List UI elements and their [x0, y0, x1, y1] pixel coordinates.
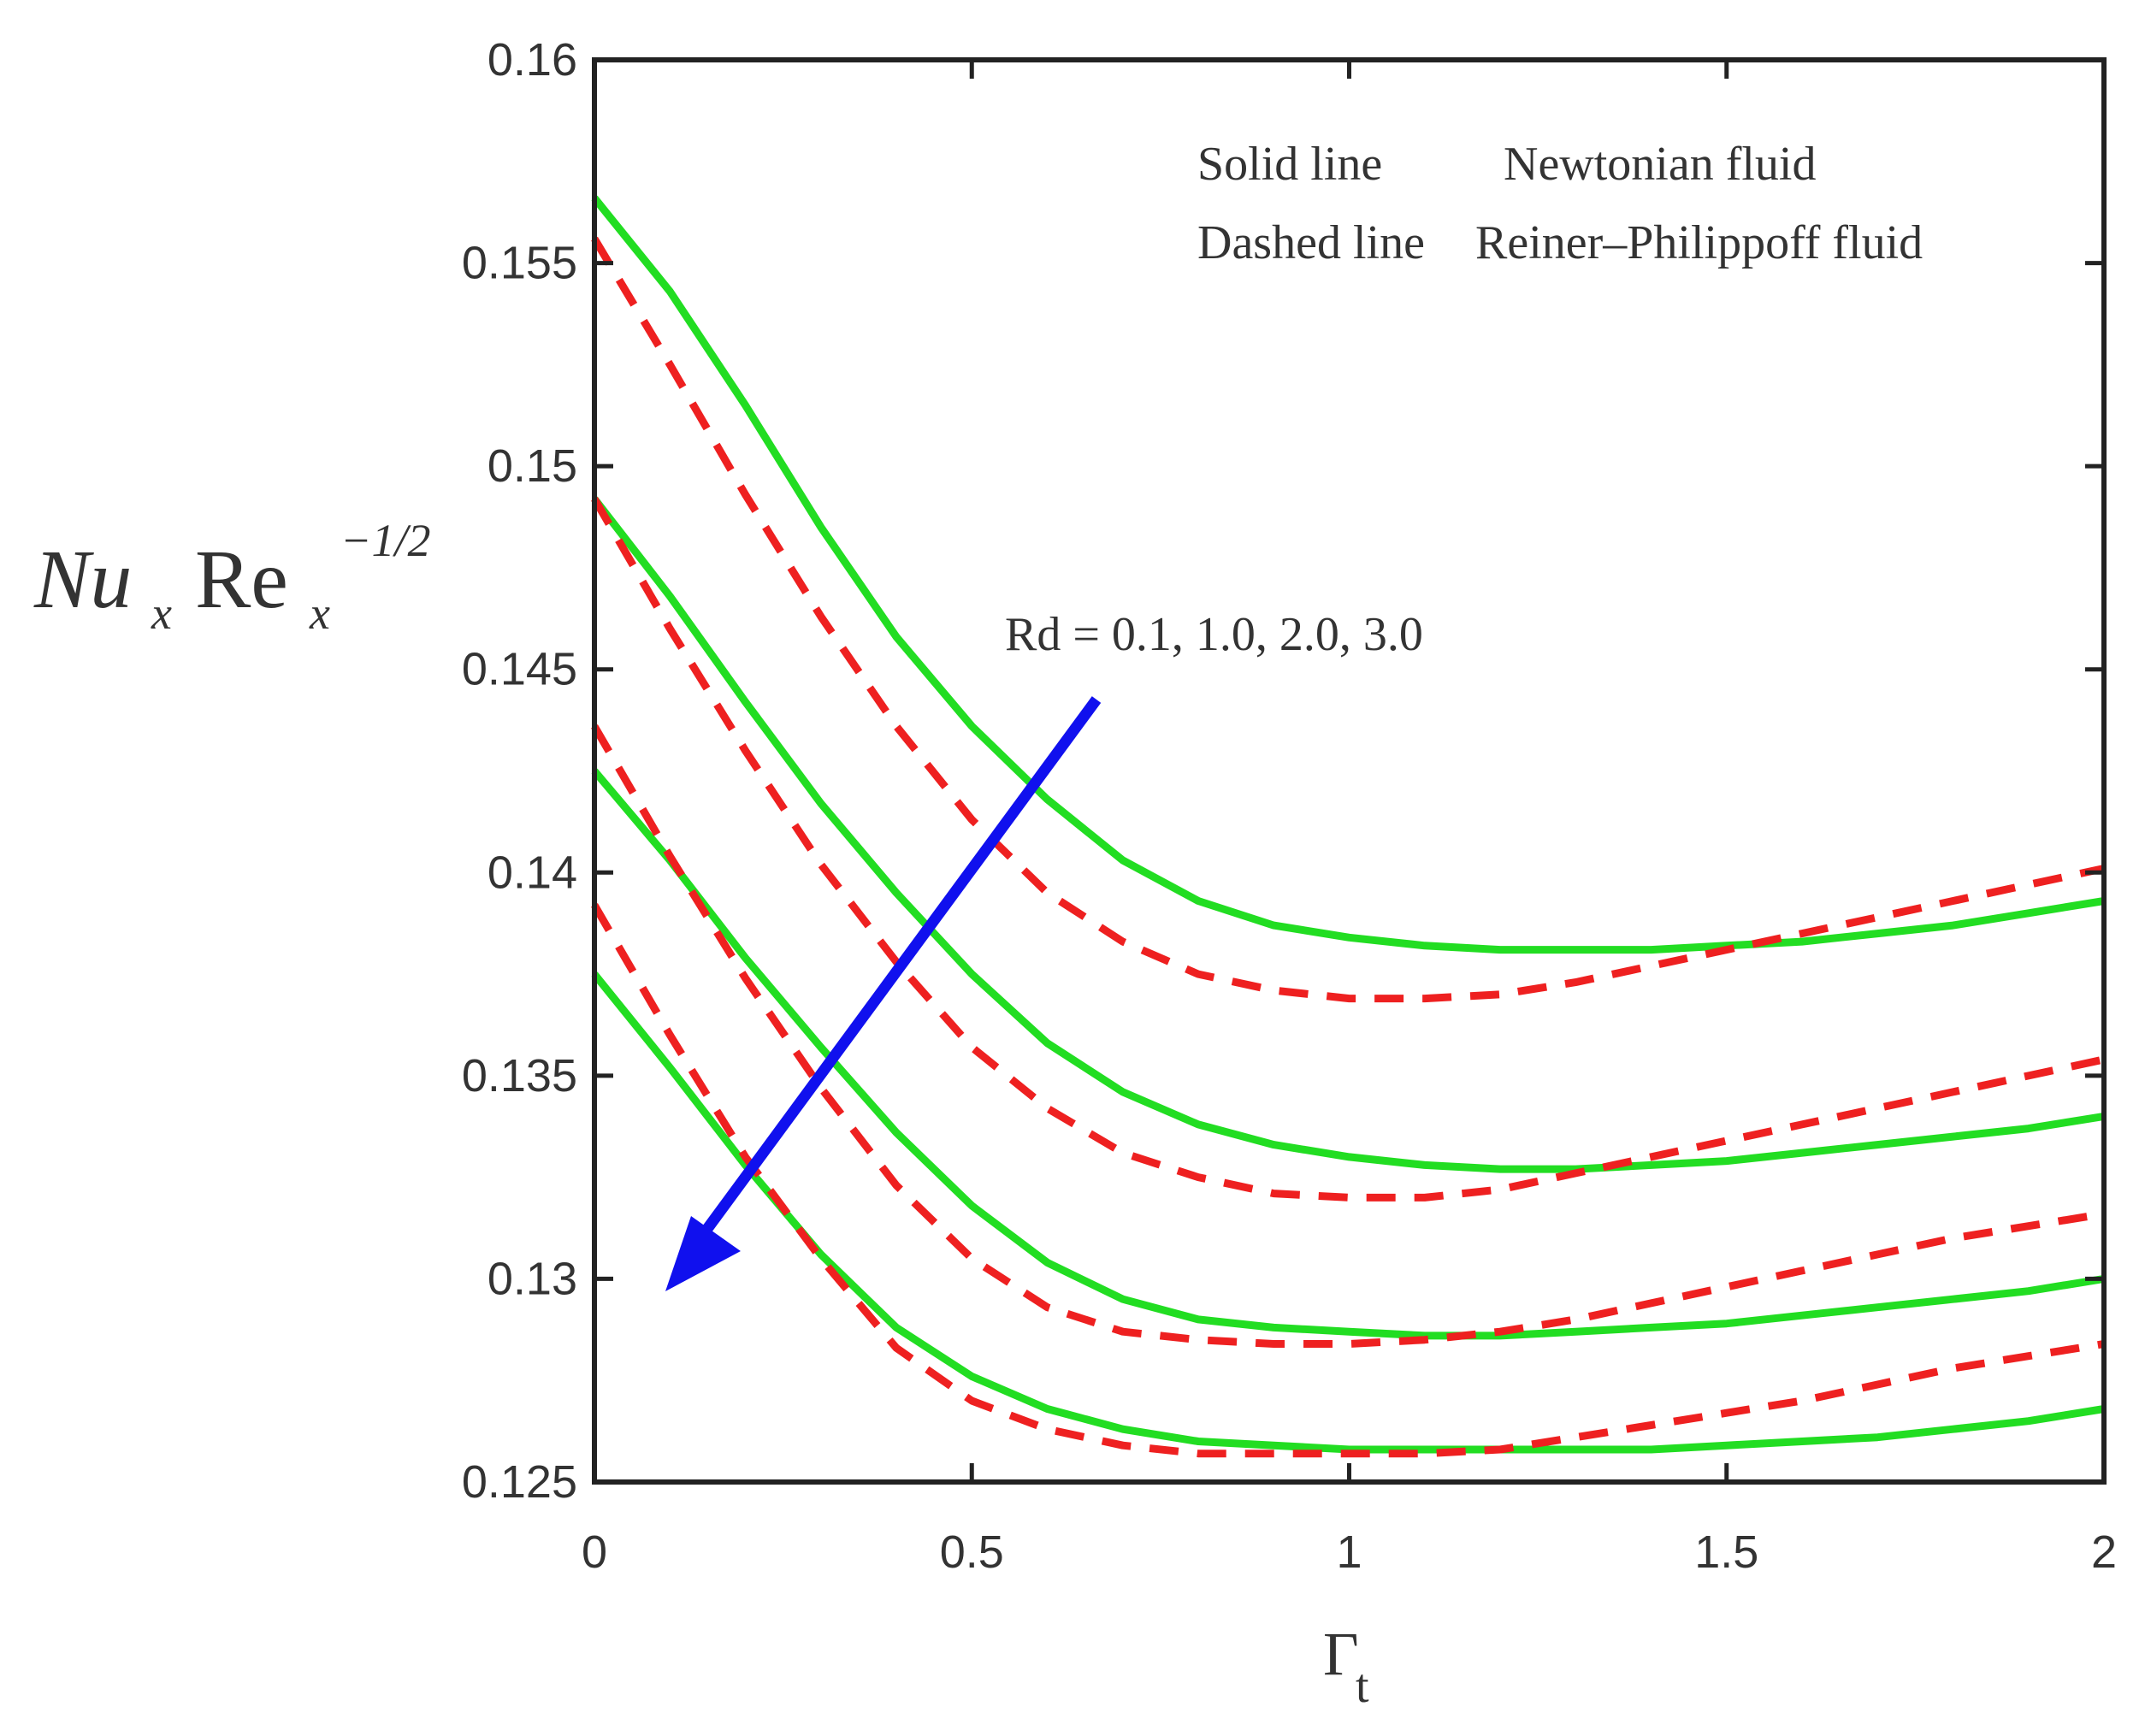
x-tick-label: 1 [1336, 1526, 1362, 1578]
reiner-series-7 [591, 903, 2105, 1458]
y-axis-title-sub1: x [151, 588, 172, 639]
rd-arrow-line [688, 696, 1102, 1252]
rd-arrow-head [665, 1216, 741, 1291]
newtonian-series-4 [591, 768, 2105, 1340]
y-axis-title-sub2: x [309, 588, 330, 639]
y-tick-label: 0.15 [488, 440, 577, 492]
y-tick-label: 0.145 [462, 644, 577, 695]
legend-row2-key: Dashed line [1197, 216, 1425, 269]
x-axis-title-sub: t [1356, 1660, 1369, 1713]
legend-row1-key: Solid line [1197, 138, 1382, 191]
legend-row2-value: Reiner–Philippoff fluid [1475, 216, 1923, 269]
y-tick-label: 0.13 [488, 1253, 577, 1304]
reiner-series-3 [591, 496, 2105, 1202]
y-tick-label: 0.16 [488, 34, 577, 86]
rd-arrow [665, 696, 1102, 1291]
x-tick-label: 2 [2091, 1526, 2117, 1578]
newtonian-series-0 [591, 195, 2105, 954]
newtonian-series-6 [591, 971, 2105, 1454]
x-tick-label: 0 [582, 1526, 607, 1578]
y-axis-title-sup: −1/2 [340, 515, 430, 566]
y-tick-label: 0.125 [462, 1456, 577, 1508]
y-axis-title-nu: Nu [33, 534, 132, 626]
series-layer [591, 195, 2105, 1458]
reiner-series-1 [591, 236, 2105, 1003]
x-tick-label: 0.5 [940, 1526, 1004, 1578]
y-tick-label: 0.135 [462, 1050, 577, 1101]
y-axis-title: Nu x Re x −1/2 [33, 515, 430, 639]
plot-frame [592, 57, 2107, 1485]
legend: Solid line Newtonian fluid Dashed line R… [1197, 138, 1923, 269]
x-axis-title: Γ t [1323, 1620, 1369, 1713]
y-tick-label: 0.155 [462, 238, 577, 289]
x-axis-title-gamma: Γ [1323, 1620, 1359, 1688]
rd-annotation: Rd = 0.1, 1.0, 2.0, 3.0 [1005, 608, 1423, 661]
legend-row1-value: Newtonian fluid [1504, 138, 1816, 191]
x-tick-label: 1.5 [1694, 1526, 1758, 1578]
y-axis-title-re: Re [195, 534, 288, 626]
y-tick-label: 0.14 [488, 847, 577, 898]
newtonian-series-2 [591, 496, 2105, 1173]
ticks-layer: 0 0.5 1 1.5 2 0.125 0.13 0.135 0.14 0.145 0.15 0.15… [462, 34, 2117, 1578]
